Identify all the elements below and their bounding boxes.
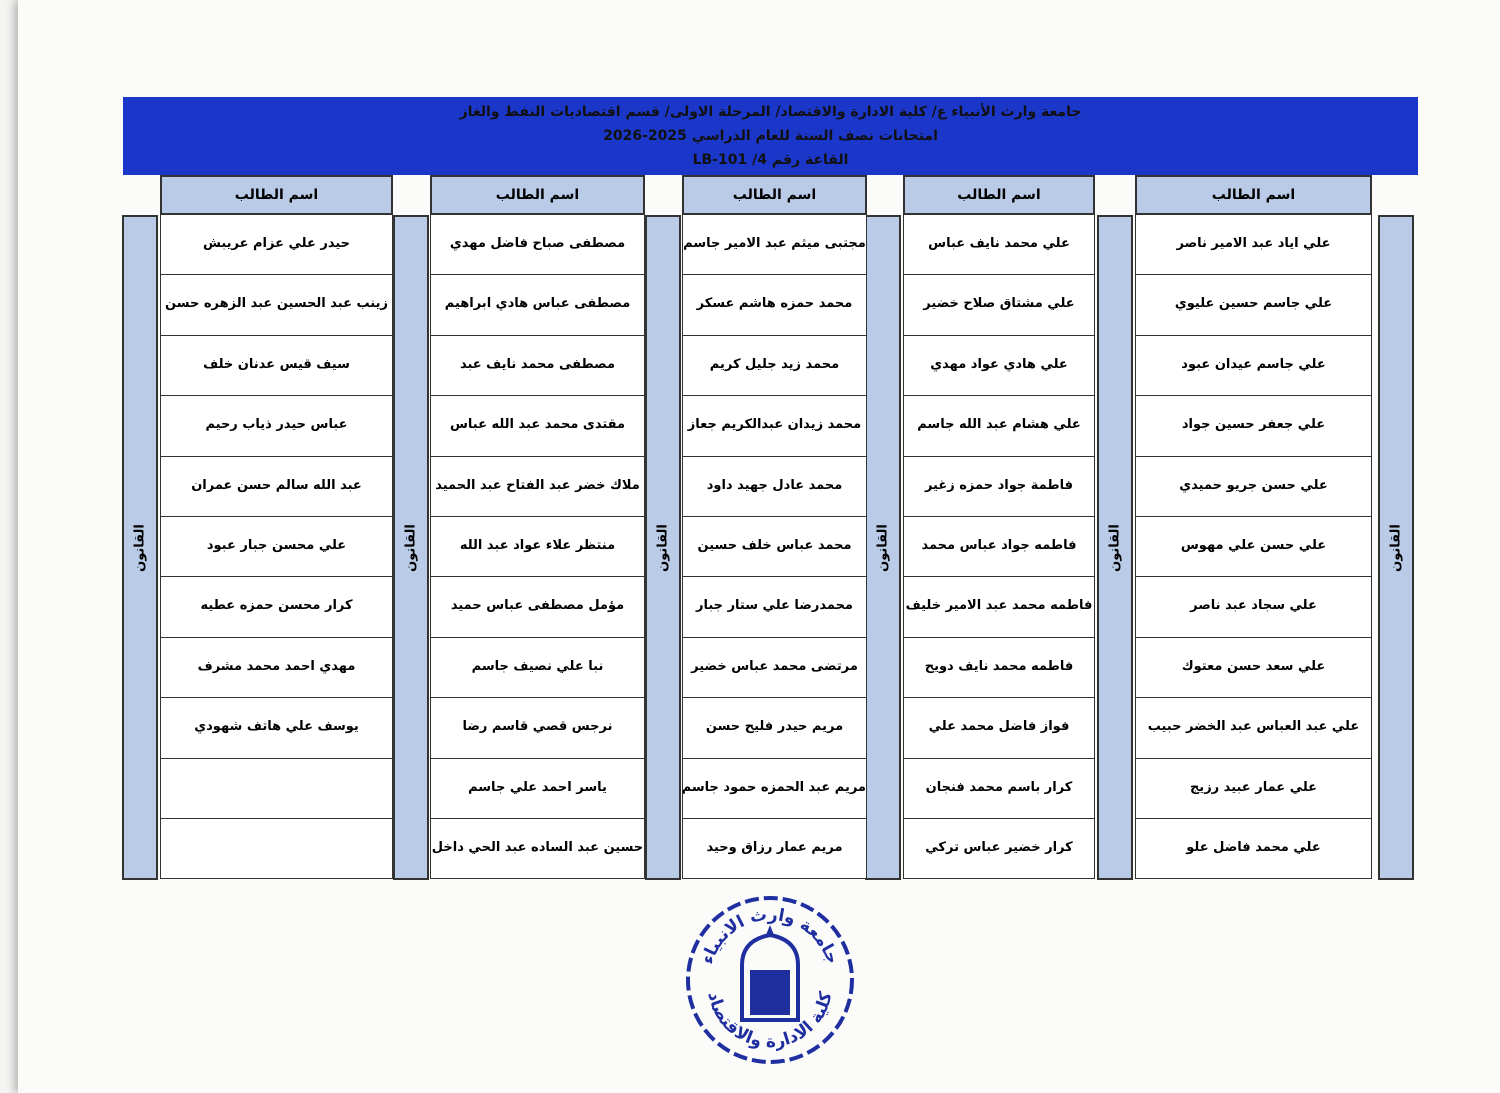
student-column-5: اسم الطالب حيدر علي عزام عريبش زينب عبد ال… (160, 175, 393, 880)
column-header: اسم الطالب (1135, 175, 1372, 215)
student-name-cell: سيف قيس عدنان خلف (160, 335, 393, 397)
student-name-cell: علي جعفر حسين جواد (1135, 396, 1372, 457)
student-name-cell: مقتدى محمد عبد الله عباس (430, 396, 645, 457)
subject-label-strip: القانون (645, 215, 681, 880)
student-name-cell: فواز فاضل محمد علي (903, 698, 1095, 759)
student-name-cell: حسين عبد الساده عبد الحي داخل (430, 818, 645, 880)
student-name-cell: مجتبى ميثم عبد الامير جاسم (682, 215, 867, 276)
header-line-1: جامعة وارث الأنبياء ع/ كلية الادارة والا… (459, 104, 1082, 120)
student-name-cell: محمد عادل جهيد داود (682, 456, 867, 517)
student-name-cell: عبد الله سالم حسن عمران (160, 456, 393, 517)
student-name-cell: محمد زيد جليل كريم (682, 335, 867, 397)
student-name-cell: محمد حمزه هاشم عسكر (682, 275, 867, 336)
student-name-cell: علي محمد فاضل علو (1135, 818, 1372, 880)
university-seal-logo: جامعة وارث الانبياء كلية الادارة والاقتص… (686, 896, 854, 1064)
student-name-cell: عباس حيدر ذياب رحيم (160, 396, 393, 457)
subject-label-strip: القانون (1097, 215, 1133, 880)
student-name-cell: علي هشام عبد الله جاسم (903, 396, 1095, 457)
student-name-cell: علي سعد حسن معتوك (1135, 637, 1372, 699)
subject-label: القانون (132, 523, 148, 572)
student-name-cell: نرجس قصي قاسم رضا (430, 698, 645, 759)
subject-label-strip: القانون (122, 215, 158, 880)
student-name-cell: علي هادي عواد مهدي (903, 335, 1095, 397)
student-name-cell: محمد عباس خلف حسين (682, 516, 867, 578)
student-name-cell: فاطمة جواد حمزه زغير (903, 456, 1095, 517)
student-column-3: اسم الطالب مجتبى ميثم عبد الامير جاسم محمد… (682, 175, 867, 880)
column-header: اسم الطالب (430, 175, 645, 215)
subject-label: القانون (1107, 523, 1123, 572)
student-name-cell: علي سجاد عبد ناصر (1135, 577, 1372, 638)
document-header: جامعة وارث الأنبياء ع/ كلية الادارة والا… (123, 97, 1418, 175)
student-name-cell: علي محسن جبار عبود (160, 516, 393, 578)
student-name-cell: فاطمه جواد عباس محمد (903, 516, 1095, 578)
student-name-cell: علي محمد نايف عباس (903, 215, 1095, 276)
subject-label-strip: القانون (865, 215, 901, 880)
student-name-cell: مؤمل مصطفى عباس حميد (430, 577, 645, 638)
header-line-2: امتحانات نصف السنة للعام الدراسي 2025-20… (603, 128, 938, 144)
student-column-2: اسم الطالب علي محمد نايف عباس علي مشتاق صل… (903, 175, 1095, 880)
subject-label-strip: القانون (1378, 215, 1414, 880)
student-name-cell: علي حسن علي مهوس (1135, 516, 1372, 578)
student-name-cell: ياسر احمد علي جاسم (430, 758, 645, 819)
subject-label: القانون (875, 523, 891, 572)
student-name-cell: ملاك خضر عبد الفتاح عبد الحميد (430, 456, 645, 517)
subject-label-strip: القانون (393, 215, 429, 880)
student-name-cell: علي عبد العباس عبد الخضر حبيب (1135, 698, 1372, 759)
student-name-cell (160, 758, 393, 819)
student-name-cell: علي مشتاق صلاح خضير (903, 275, 1095, 336)
student-name-cell: محمد زيدان عبدالكريم جعاز (682, 396, 867, 457)
column-header: اسم الطالب (160, 175, 393, 215)
student-name-cell: مريم حيدر فليح حسن (682, 698, 867, 759)
student-name-cell: مصطفى صباح فاضل مهدي (430, 215, 645, 276)
student-name-cell: كرار خضير عباس تركي (903, 818, 1095, 880)
student-name-cell: فاطمه محمد نايف دويح (903, 637, 1095, 699)
column-header: اسم الطالب (682, 175, 867, 215)
student-name-cell: مصطفى عباس هادي ابراهيم (430, 275, 645, 336)
student-name-cell: علي جاسم حسين عليوي (1135, 275, 1372, 336)
subject-label: القانون (655, 523, 671, 572)
header-line-3: القاعة رقم 4/ LB-101 (692, 152, 849, 168)
student-name-cell: كرار محسن حمزه عطيه (160, 577, 393, 638)
student-column-1: اسم الطالب علي اياد عبد الامير ناصر علي جا… (1135, 175, 1372, 880)
student-name-cell: زينب عبد الحسين عبد الزهره حسن (160, 275, 393, 336)
student-name-cell: حيدر علي عزام عريبش (160, 215, 393, 276)
student-name-cell: مصطفى محمد نايف عبد (430, 335, 645, 397)
student-name-cell: مريم عمار رزاق وحيد (682, 818, 867, 880)
student-name-cell: محمدرضا علي ستار جبار (682, 577, 867, 638)
student-name-cell: نبا علي نصيف جاسم (430, 637, 645, 699)
subject-label: القانون (1388, 523, 1404, 572)
student-name-cell: مرتضى محمد عباس خضير (682, 637, 867, 699)
student-name-cell: علي حسن جريو حميدي (1135, 456, 1372, 517)
subject-label: القانون (403, 523, 419, 572)
student-name-cell: فاطمه محمد عبد الامير خليف (903, 577, 1095, 638)
student-name-cell: منتظر علاء عواد عبد الله (430, 516, 645, 578)
student-name-cell (160, 818, 393, 880)
student-name-cell: يوسف علي هاتف شهودي (160, 698, 393, 759)
student-column-4: اسم الطالب مصطفى صباح فاضل مهدي مصطفى عباس… (430, 175, 645, 880)
student-name-cell: علي عمار عبيد رزيج (1135, 758, 1372, 819)
column-header: اسم الطالب (903, 175, 1095, 215)
student-name-cell: مريم عبد الحمزه حمود جاسم (682, 758, 867, 819)
student-name-cell: مهدي احمد محمد مشرف (160, 637, 393, 699)
student-name-cell: كرار باسم محمد فنجان (903, 758, 1095, 819)
student-name-cell: علي اياد عبد الامير ناصر (1135, 215, 1372, 276)
student-name-cell: علي جاسم عيدان عبود (1135, 335, 1372, 397)
